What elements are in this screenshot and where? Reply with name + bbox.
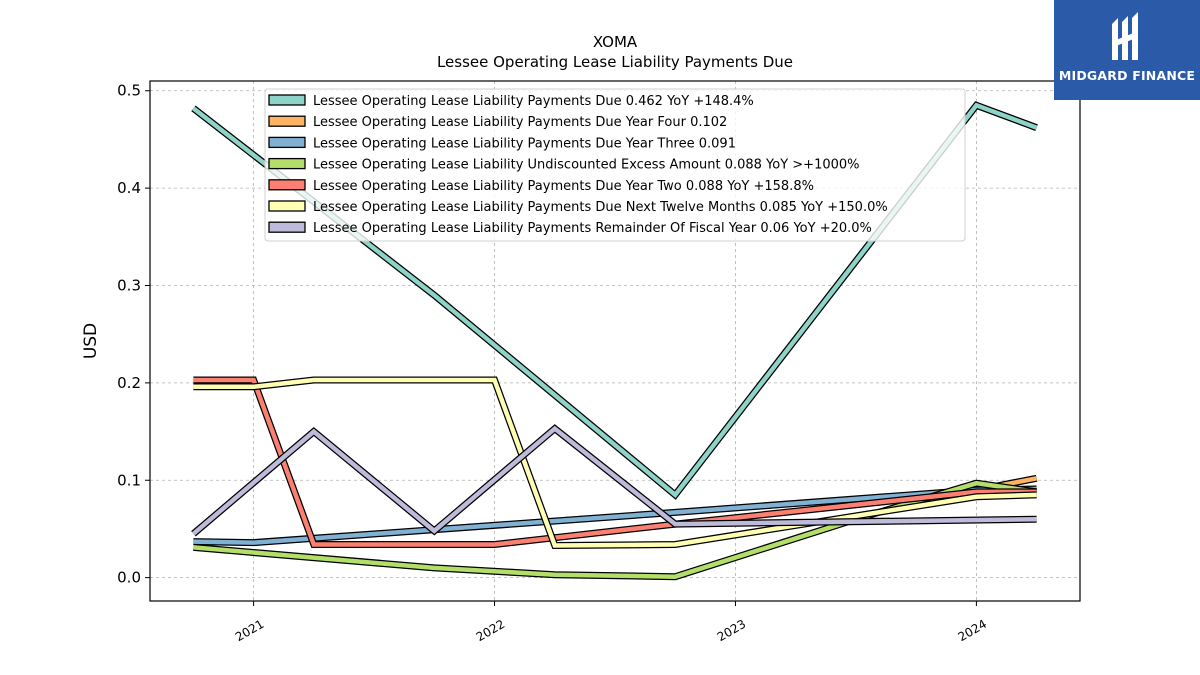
y-tick-label: 0.4 <box>117 179 141 197</box>
legend-label: Lessee Operating Lease Liability Payment… <box>313 136 736 151</box>
brand-logo: MIDGARD FINANCE <box>1054 0 1200 100</box>
axis-ticks: 0.0 0.1 0.2 0.3 0.4 0.5 2021 2022 2023 2024 <box>117 82 989 644</box>
y-tick-label: 0.3 <box>117 276 141 294</box>
series-line-stroke <box>193 377 1037 547</box>
legend-swatch <box>268 200 306 212</box>
legend-label: Lessee Operating Lease Liability Payment… <box>313 94 754 109</box>
legend-label: Lessee Operating Lease Liability Payment… <box>313 221 872 236</box>
chart-title: XOMA <box>593 33 638 51</box>
series-line <box>193 376 1037 548</box>
legend-swatch <box>268 179 306 191</box>
legend-label: Lessee Operating Lease Liability Undisco… <box>313 158 860 173</box>
legend-swatch <box>268 157 306 170</box>
series-lines <box>191 101 1038 581</box>
legend-label: Lessee Operating Lease Liability Payment… <box>313 200 888 215</box>
x-tick-label: 2021 <box>233 617 266 644</box>
midgard-logo-icon <box>1112 12 1138 60</box>
x-tick-label: 2022 <box>474 617 507 644</box>
series-line <box>191 424 1037 537</box>
brand-name: MIDGARD FINANCE <box>1058 68 1196 83</box>
x-tick-label: 2024 <box>956 617 989 644</box>
chart-subtitle: Lessee Operating Lease Liability Payment… <box>437 53 793 71</box>
legend-swatch <box>268 136 306 149</box>
y-tick-label: 0.1 <box>117 471 141 489</box>
legend-label: Lessee Operating Lease Liability Payment… <box>313 179 814 194</box>
legend-box <box>264 88 966 242</box>
y-tick-label: 0.5 <box>117 82 141 100</box>
y-tick-label: 0.2 <box>117 374 141 392</box>
series-line-stroke <box>191 425 1037 536</box>
x-tick-label: 2023 <box>715 617 748 644</box>
series-line <box>193 376 1037 550</box>
plot-frame <box>149 80 1081 602</box>
series-line-stroke <box>193 377 1037 548</box>
legend: Lessee Operating Lease Liability Payment… <box>264 88 966 242</box>
series-line-stroke <box>193 480 1037 579</box>
y-axis-label: USD <box>81 323 101 359</box>
series-line <box>193 479 1038 581</box>
legend-swatch <box>268 115 306 127</box>
legend-swatch <box>268 94 306 106</box>
y-tick-label: 0.0 <box>117 569 141 587</box>
legend-label: Lessee Operating Lease Liability Payment… <box>313 115 727 130</box>
legend-swatch <box>268 221 306 233</box>
